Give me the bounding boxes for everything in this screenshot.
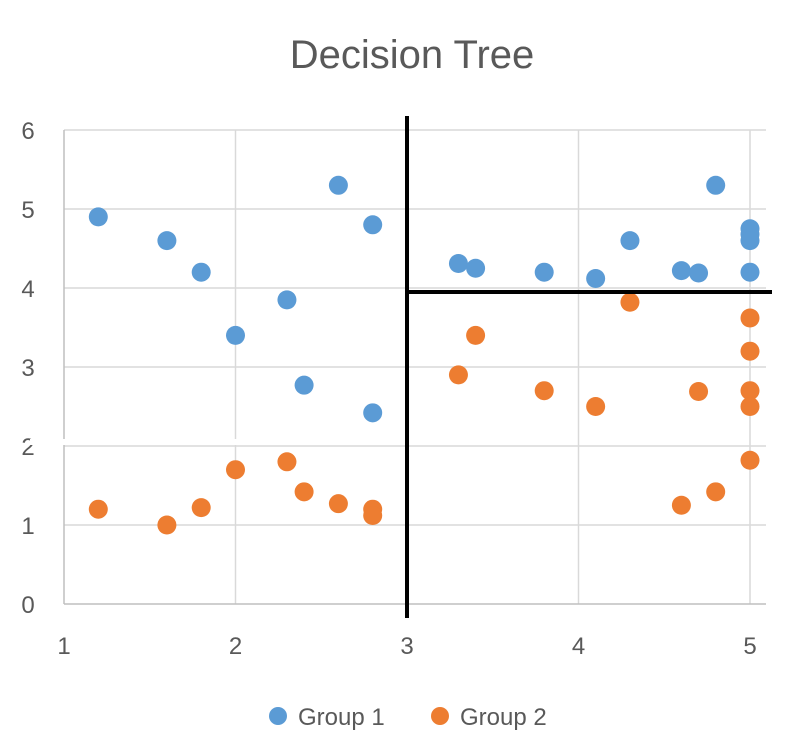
point-group-2 bbox=[157, 515, 177, 535]
point-group-1 bbox=[534, 262, 554, 282]
point-group-1 bbox=[740, 231, 760, 251]
x-tick-label: 4 bbox=[572, 633, 585, 660]
point-group-1 bbox=[740, 262, 760, 282]
y-tick-label: 0 bbox=[21, 592, 34, 619]
y-tick-label: 4 bbox=[21, 276, 34, 303]
point-group-2 bbox=[534, 381, 554, 401]
legend-marker-group-2 bbox=[431, 707, 449, 725]
point-group-2 bbox=[363, 506, 383, 526]
legend-label-group-2: Group 2 bbox=[460, 704, 547, 731]
y-tick-label: 3 bbox=[21, 355, 34, 382]
point-group-1 bbox=[328, 175, 348, 195]
legend-marker-group-1 bbox=[269, 707, 287, 725]
point-group-1 bbox=[620, 231, 640, 251]
point-group-1 bbox=[448, 254, 468, 274]
x-tick-label: 5 bbox=[743, 633, 756, 660]
legend: Group 1 Group 2 bbox=[269, 704, 547, 731]
point-group-1 bbox=[88, 207, 108, 227]
point-group-2 bbox=[466, 325, 486, 345]
point-group-2 bbox=[620, 292, 640, 312]
y-tick-label: 1 bbox=[21, 513, 34, 540]
x-tick-label: 2 bbox=[229, 633, 242, 660]
data-points bbox=[88, 175, 760, 535]
point-group-1 bbox=[277, 290, 297, 310]
point-group-1 bbox=[191, 262, 211, 282]
y-tick-label: 5 bbox=[21, 197, 34, 224]
point-group-2 bbox=[586, 397, 606, 416]
point-group-1 bbox=[294, 375, 314, 395]
point-group-2 bbox=[740, 397, 760, 416]
point-group-2 bbox=[328, 494, 348, 514]
point-group-2 bbox=[294, 482, 314, 502]
grid bbox=[63, 129, 766, 605]
point-group-1 bbox=[363, 215, 383, 235]
point-group-1 bbox=[706, 175, 726, 195]
point-group-2 bbox=[740, 450, 760, 470]
y-tick-label: 6 bbox=[21, 118, 34, 145]
point-group-1 bbox=[157, 231, 177, 251]
x-tick-label: 1 bbox=[57, 633, 70, 660]
point-group-2 bbox=[191, 498, 211, 518]
x-tick-label: 3 bbox=[400, 633, 413, 660]
point-group-2 bbox=[226, 460, 245, 480]
point-group-1 bbox=[689, 263, 709, 283]
point-group-2 bbox=[448, 365, 468, 385]
legend-label-group-1: Group 1 bbox=[298, 704, 385, 731]
point-group-2 bbox=[706, 482, 726, 502]
point-group-1 bbox=[671, 261, 691, 281]
point-group-1 bbox=[363, 403, 383, 423]
point-group-2 bbox=[671, 495, 691, 515]
point-group-1 bbox=[226, 325, 245, 345]
point-group-2 bbox=[740, 341, 760, 361]
y-tick-label: 2 bbox=[21, 434, 34, 461]
split-lines bbox=[30, 116, 772, 618]
point-group-2 bbox=[88, 499, 108, 519]
point-group-1 bbox=[586, 269, 606, 289]
point-group-2 bbox=[277, 452, 297, 472]
point-group-2 bbox=[740, 381, 760, 401]
point-group-1 bbox=[466, 258, 486, 278]
point-group-2 bbox=[689, 381, 709, 401]
chart-title: Decision Tree bbox=[290, 33, 535, 77]
point-group-2 bbox=[740, 308, 760, 328]
